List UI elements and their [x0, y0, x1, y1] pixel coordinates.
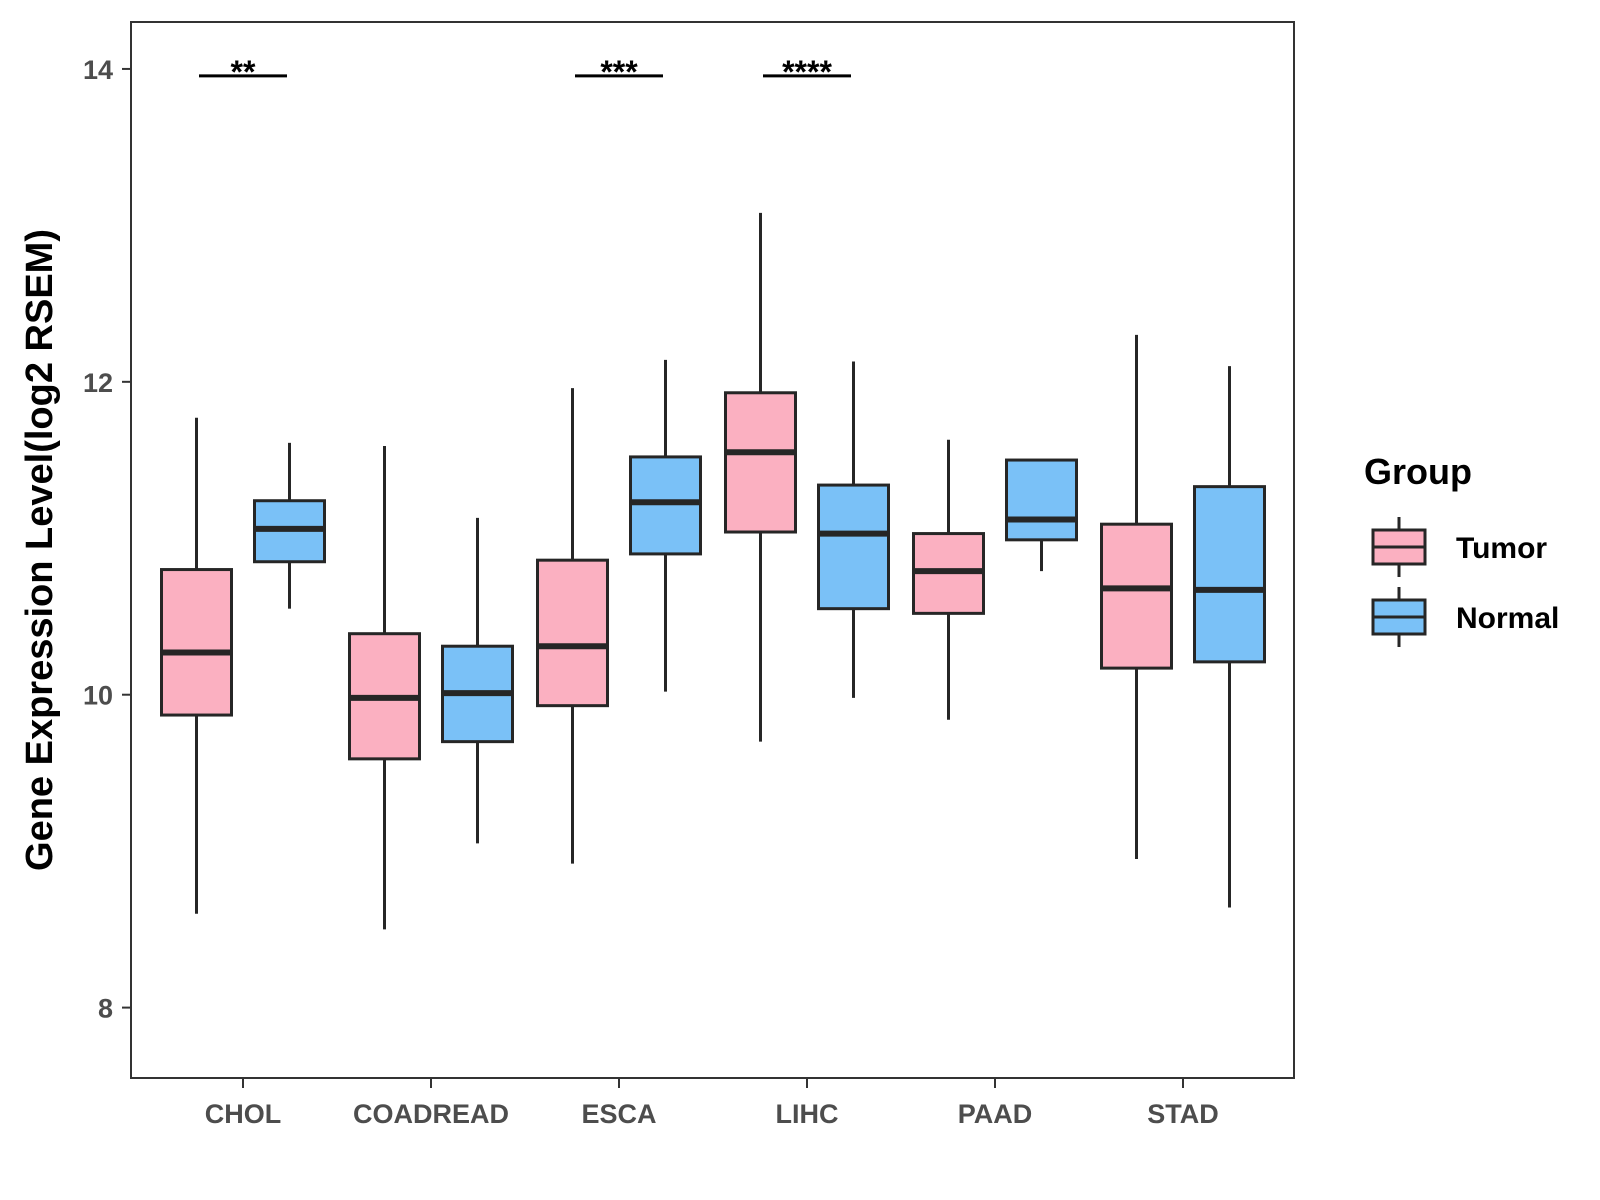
legend-item-tumor: Tumor [1371, 517, 1547, 577]
significance-annotations: ** *** **** [199, 54, 851, 90]
legend-label: Tumor [1456, 532, 1547, 565]
legend: Group Tumor Normal [1364, 451, 1559, 647]
legend-title: Group [1364, 451, 1472, 492]
x-tick-label: ESCA [581, 1099, 656, 1129]
significance-label: **** [782, 54, 832, 90]
box-body [160, 568, 233, 717]
box-tumor-esca [536, 388, 609, 864]
box-tumor-chol [160, 417, 233, 914]
y-axis-title: Gene Expression Level(log2 RSEM) [19, 229, 61, 871]
box-series [160, 212, 1266, 930]
box-body [724, 391, 797, 534]
x-tick-label: LIHC [776, 1099, 839, 1129]
y-tick-label: 10 [83, 681, 113, 711]
box-normal-stad [1193, 366, 1266, 908]
box-body [817, 483, 890, 611]
y-tick-label: 14 [83, 55, 113, 85]
significance-label: *** [600, 54, 638, 90]
box-body [1100, 522, 1173, 670]
box-normal-esca [629, 359, 702, 692]
y-tick-label: 8 [98, 994, 113, 1024]
box-normal-coadread [441, 517, 514, 844]
box-body [536, 558, 609, 708]
y-axis: 8 10 12 14 [83, 55, 131, 1024]
x-tick-label: STAD [1147, 1099, 1219, 1129]
significance-label: ** [231, 54, 256, 90]
box-tumor-lihc [724, 212, 797, 742]
legend-item-normal: Normal [1371, 587, 1559, 647]
box-normal-lihc [817, 361, 890, 698]
box-body [629, 455, 702, 556]
y-tick-label: 12 [83, 368, 113, 398]
x-tick-label: CHOL [205, 1099, 282, 1129]
box-normal-chol [253, 442, 326, 609]
x-tick-label: PAAD [958, 1099, 1033, 1129]
x-axis: CHOL COADREAD ESCA LIHC PAAD STAD [205, 1078, 1219, 1129]
box-tumor-coadread [348, 445, 421, 930]
box-tumor-stad [1100, 334, 1173, 859]
box-normal-paad [1005, 458, 1078, 572]
box-body [1005, 458, 1078, 542]
box-body [1193, 485, 1266, 664]
x-tick-label: COADREAD [353, 1099, 509, 1129]
legend-label: Normal [1456, 602, 1559, 635]
box-tumor-paad [912, 439, 985, 720]
